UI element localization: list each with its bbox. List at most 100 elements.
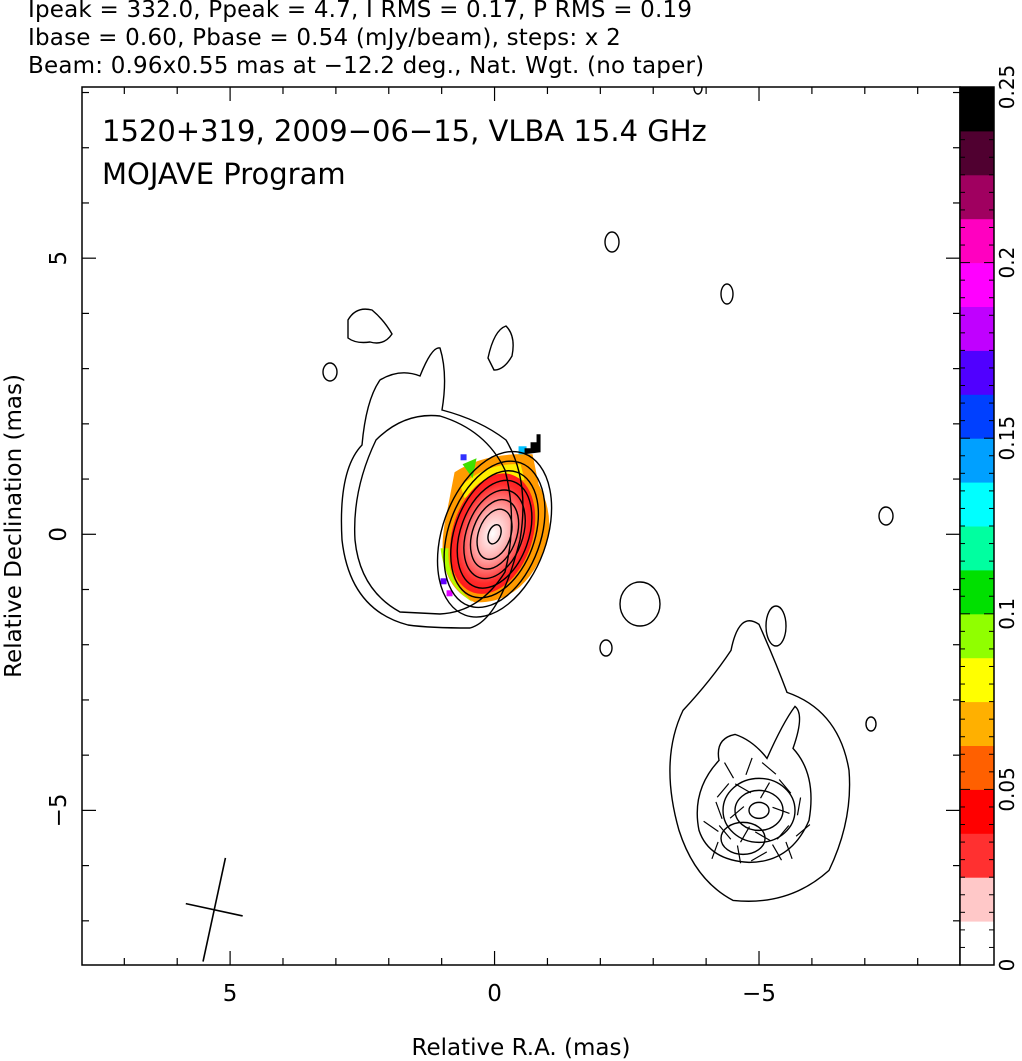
colorbar-tick-label: 0.2: [995, 247, 1019, 279]
evpa-vector: [716, 783, 730, 798]
intensity-contour: [722, 777, 796, 844]
colorbar-tick-label: 0.1: [995, 598, 1019, 630]
y-tick-label: −5: [46, 793, 72, 827]
y-tick-label: 0: [46, 527, 72, 542]
evpa-vector: [723, 762, 735, 779]
intensity-contour-outer: [669, 620, 851, 902]
colorbar-segment: [960, 613, 994, 659]
source-annotation-line-1: 1520+319, 2009−06−15, VLBA 15.4 GHz: [102, 114, 707, 148]
header-line-3: Beam: 0.96x0.55 mas at −12.2 deg., Nat. …: [28, 53, 705, 79]
intensity-contour: [469, 498, 520, 570]
intensity-contour: [734, 789, 784, 832]
header-line-1: Ipeak = 332.0, Ppeak = 4.7, I RMS = 0.17…: [28, 0, 693, 23]
intensity-contour: [487, 523, 502, 545]
colorbar-segment: [960, 833, 994, 878]
intensity-contour: [748, 801, 770, 820]
intensity-contour-2: [353, 414, 513, 615]
intensity-contour-island: [765, 605, 787, 647]
secondary-component-contours: [669, 620, 851, 902]
intensity-contour-island: [720, 283, 734, 305]
colorbar-segment: [960, 87, 994, 132]
colorbar-segment: [960, 174, 994, 220]
colorbar-segment: [960, 745, 994, 790]
evpa-vector: [796, 797, 802, 816]
y-tick-label: 5: [46, 251, 72, 266]
colorbar-segment: [960, 218, 994, 264]
evpa-vector: [776, 825, 790, 840]
colorbar-tick-label: 0: [995, 959, 1019, 972]
polarization-magenta-pixel: [446, 590, 453, 597]
intensity-contour-island: [619, 581, 661, 627]
evpa-vector: [772, 806, 790, 815]
fractional-polarization-map: [440, 434, 550, 603]
evpa-vector: [711, 841, 719, 860]
polarization-green-edge: [440, 548, 473, 603]
intensity-contour: [463, 489, 526, 580]
evpa-vector: [759, 782, 771, 799]
evpa-vector: [785, 841, 793, 860]
x-axis-label: Relative R.A. (mas): [412, 1035, 631, 1061]
core-intensity-contours: [322, 308, 553, 629]
colorbar-segment: [960, 569, 994, 615]
evpa-vector: [778, 779, 792, 794]
y-axis-label: Relative Declination (mas): [1, 374, 27, 678]
colorbar-segment: [960, 877, 994, 922]
x-tick-label: 5: [223, 981, 238, 1007]
evpa-vector: [729, 806, 745, 819]
evpa-vector: [734, 783, 752, 794]
intensity-contour: [456, 479, 533, 589]
intensity-contour: [450, 470, 540, 599]
polarization-cyan-pixel: [518, 446, 527, 455]
colorbar-segment: [960, 262, 994, 307]
polarization-blue-pixel: [460, 454, 467, 461]
intensity-contour: [443, 460, 546, 609]
intensity-contour-island: [347, 308, 393, 344]
colorbar-tick-label: 0.25: [995, 65, 1019, 110]
beam-minor-axis: [185, 902, 243, 917]
intensity-contour-2: [696, 705, 812, 864]
header-line-2: Ibase = 0.60, Pbase = 0.54 (mJy/beam), s…: [28, 25, 621, 51]
colorbar-segment: [960, 789, 994, 834]
intensity-contour-outer: [340, 347, 524, 629]
evpa-vector: [754, 831, 772, 842]
polarization-vectors: [703, 757, 811, 864]
evpa-vector: [715, 801, 723, 820]
colorbar-tick-label: 0.05: [995, 767, 1019, 812]
polarization-green-patch: [462, 458, 477, 479]
intensity-contour: [720, 821, 766, 856]
colorbar-tick-label: 0.15: [995, 416, 1019, 461]
evpa-vector: [745, 757, 753, 776]
colorbar-segment: [960, 350, 994, 395]
colorbar: 0 0.05 0.1 0.15 0.2 0.25: [959, 65, 1019, 972]
intensity-contour-island: [322, 362, 338, 382]
evpa-vector: [795, 824, 811, 837]
intensity-contour-island: [878, 506, 894, 526]
evpa-vector: [718, 825, 732, 840]
intensity-contour-island: [604, 231, 620, 253]
source-annotation-line-2: MOJAVE Program: [102, 157, 346, 191]
colorbar-segment: [960, 438, 994, 483]
evpa-vector: [736, 845, 742, 864]
intensity-contour-island: [487, 325, 514, 371]
evpa-vector: [761, 762, 777, 775]
colorbar-segment: [960, 130, 994, 176]
colorbar-segment: [960, 921, 994, 966]
colorbar-segment: [960, 526, 994, 571]
evpa-vector: [771, 844, 783, 861]
x-tick-label: 0: [487, 981, 502, 1007]
evpa-vector: [739, 826, 751, 843]
noise-contours: [599, 87, 894, 732]
intensity-contour-island: [599, 639, 613, 657]
beam-cross: [185, 857, 243, 962]
colorbar-segment: [960, 306, 994, 351]
polarization-black-patch: [524, 434, 541, 455]
colorbar-segment: [960, 657, 994, 703]
intensity-contour-island: [865, 716, 877, 732]
intensity-contour-island: [693, 87, 703, 95]
colorbar-segment: [960, 701, 994, 746]
polarization-violet-pixel: [440, 578, 447, 585]
evpa-vector: [703, 820, 719, 833]
axis-ticks: 5 0 −5 5 0 −5: [46, 87, 960, 1007]
intensity-contour: [436, 450, 553, 618]
